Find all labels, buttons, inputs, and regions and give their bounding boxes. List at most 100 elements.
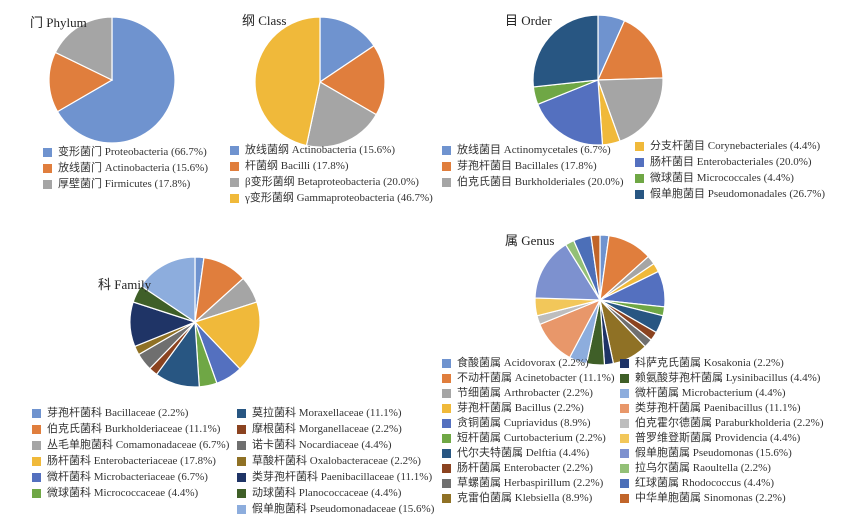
legend-item: 草酸杆菌科 Oxalobacteraceae (2.2%) [237, 453, 434, 469]
legend-item: 食酸菌属 Acidovorax (2.2%) [442, 356, 615, 371]
legend: 芽孢杆菌科 Bacillaceae (2.2%) 伯克氏菌科 Burkholder… [32, 405, 229, 501]
legend-label: 贪铜菌属 Cupriavidus (8.9%) [457, 417, 591, 429]
legend-label: 诺卡菌科 Nocardiaceae (4.4%) [252, 439, 392, 451]
legend-swatch [620, 479, 629, 488]
legend-item: 肠杆菌属 Enterobacter (2.2%) [442, 461, 615, 476]
legend-item: 放线菌目 Actinomycetales (6.7%) [442, 142, 624, 158]
legend-swatch [442, 494, 451, 503]
legend-item: 拉乌尔菌属 Raoultella (2.2%) [620, 461, 824, 476]
legend-swatch [43, 163, 52, 173]
legend-swatch [442, 389, 451, 398]
legend-label: 微杆菌科 Microbacteriaceae (6.7%) [47, 471, 208, 483]
legend-label: 假单胞菌目 Pseudomonadales (26.7%) [650, 188, 826, 200]
legend-swatch [442, 449, 451, 458]
legend-swatch [442, 404, 451, 413]
pie-slice [319, 16, 375, 84]
legend-label: 放线菌纲 Actinobacteria (15.6%) [245, 144, 395, 156]
chart-title: 属 Genus [505, 233, 555, 248]
legend-swatch [620, 359, 629, 368]
legend: 放线菌目 Actinomycetales (6.7%) 芽孢杆菌目 Bacilla… [442, 142, 624, 190]
legend-label: 中华单胞菌属 Sinomonas (2.2%) [635, 492, 786, 504]
pie-slice [590, 234, 601, 301]
legend-item: 放线菌纲 Actinobacteria (15.6%) [230, 142, 433, 158]
legend-item: 普罗维登斯菌属 Providencia (4.4%) [620, 431, 824, 446]
legend: 放线菌纲 Actinobacteria (15.6%) 杆菌纲 Bacilli (… [230, 142, 433, 206]
legend-label: 动球菌科 Planococcaceae (4.4%) [252, 487, 402, 499]
pie-slice [532, 14, 599, 88]
legend-label: 杆菌纲 Bacilli (17.8%) [245, 160, 349, 172]
legend-label: 放线菌目 Actinomycetales (6.7%) [457, 144, 611, 156]
legend-swatch [442, 177, 451, 187]
legend-item: 类芽孢杆菌属 Paenibacillus (11.1%) [620, 401, 824, 416]
legend-item: 芽孢杆菌科 Bacillaceae (2.2%) [32, 405, 229, 421]
chart-title: 纲 Class [242, 13, 287, 28]
legend-swatch [635, 189, 644, 199]
legend-item: 厚壁菌门 Firmicutes (17.8%) [43, 176, 208, 192]
legend-item: 微杆菌科 Microbacteriaceae (6.7%) [32, 469, 229, 485]
legend-item: 节细菌属 Arthrobacter (2.2%) [442, 386, 615, 401]
legend-swatch [620, 419, 629, 428]
legend-label: 代尔夫特菌属 Delftia (4.4%) [457, 447, 590, 459]
legend-label: 莫拉菌科 Moraxellaceae (11.1%) [252, 407, 402, 419]
pie-slice [534, 243, 602, 301]
legend-label: 拉乌尔菌属 Raoultella (2.2%) [635, 462, 771, 474]
legend-item: 伯克氏菌目 Burkholderiales (20.0%) [442, 174, 624, 190]
legend-label: 普罗维登斯菌属 Providencia (4.4%) [635, 432, 801, 444]
legend-swatch [32, 408, 41, 418]
pie-slice [254, 16, 321, 147]
legend-item: γ变形菌纲 Gammaproteobacteria (46.7%) [230, 190, 433, 206]
legend-swatch [32, 456, 41, 466]
legend-label: 芽孢杆菌目 Bacillales (17.8%) [457, 160, 597, 172]
legend-item: 伯克氏菌科 Burkholderiaceae (11.1%) [32, 421, 229, 437]
legend-label: 节细菌属 Arthrobacter (2.2%) [457, 387, 593, 399]
legend-item: 假单胞菌科 Pseudomonadaceae (15.6%) [237, 501, 434, 515]
legend-swatch [620, 449, 629, 458]
legend-label: 短杆菌属 Curtobacterium (2.2%) [457, 432, 606, 444]
legend: 变形菌门 Proteobacteria (66.7%) 放线菌门 Actinoba… [43, 144, 208, 192]
legend-item: 假单胞菌目 Pseudomonadales (26.7%) [635, 186, 825, 202]
chart-title: 目 Order [505, 13, 552, 28]
legend-swatch [442, 479, 451, 488]
legend-label: β变形菌纲 Betaproteobacteria (20.0%) [245, 176, 419, 188]
pie-slice [597, 19, 664, 81]
legend-swatch [620, 434, 629, 443]
legend-label: 科萨克氏菌属 Kosakonia (2.2%) [635, 357, 784, 369]
legend-item: 代尔夫特菌属 Delftia (4.4%) [442, 446, 615, 461]
legend-swatch [442, 374, 451, 383]
legend-label: 假单胞菌科 Pseudomonadaceae (15.6%) [252, 503, 435, 515]
legend-item: 类芽孢杆菌科 Paenibacillaceae (11.1%) [237, 469, 434, 485]
legend-label: 类芽孢杆菌属 Paenibacillus (11.1%) [635, 402, 801, 414]
legend-swatch [237, 424, 246, 434]
legend-swatch [442, 359, 451, 368]
legend-item: 不动杆菌属 Acinetobacter (11.1%) [442, 371, 615, 386]
legend-label: 厚壁菌门 Firmicutes (17.8%) [58, 178, 191, 190]
legend-swatch [620, 494, 629, 503]
legend-item: 分支杆菌目 Corynebacteriales (4.4%) [635, 138, 825, 154]
legend-swatch [32, 424, 41, 434]
legend-swatch [442, 464, 451, 473]
legend-swatch [237, 488, 246, 498]
legend-swatch [635, 157, 644, 167]
legend-swatch [237, 504, 246, 514]
pie-slice [536, 79, 604, 146]
legend-label: 假单胞菌属 Pseudomonas (15.6%) [635, 447, 792, 459]
legend-label: 丛毛单胞菌科 Comamonadaceae (6.7%) [47, 439, 230, 451]
legend-item: 伯克霍尔德菌属 Paraburkholderia (2.2%) [620, 416, 824, 431]
legend-label: 肠杆菌目 Enterobacteriales (20.0%) [650, 156, 812, 168]
pie-slice [54, 16, 113, 81]
pie-slice [305, 81, 378, 148]
legend-swatch [237, 456, 246, 466]
legend-label: 芽孢杆菌属 Bacillus (2.2%) [457, 402, 584, 414]
legend-label: 伯克氏菌科 Burkholderiaceae (11.1%) [47, 423, 221, 435]
legend-item: 动球菌科 Planococcaceae (4.4%) [237, 485, 434, 501]
legend: 食酸菌属 Acidovorax (2.2%) 不动杆菌属 Acinetobacte… [442, 356, 615, 506]
legend-label: 不动杆菌属 Acinetobacter (11.1%) [457, 372, 615, 384]
legend-swatch [442, 145, 451, 155]
legend-item: 摩根菌科 Morganellaceae (2.2%) [237, 421, 434, 437]
legend-item: 芽孢杆菌属 Bacillus (2.2%) [442, 401, 615, 416]
legend-label: 伯克氏菌目 Burkholderiales (20.0%) [457, 176, 624, 188]
legend-item: 丛毛单胞菌科 Comamonadaceae (6.7%) [32, 437, 229, 453]
legend-item: 芽孢杆菌目 Bacillales (17.8%) [442, 158, 624, 174]
